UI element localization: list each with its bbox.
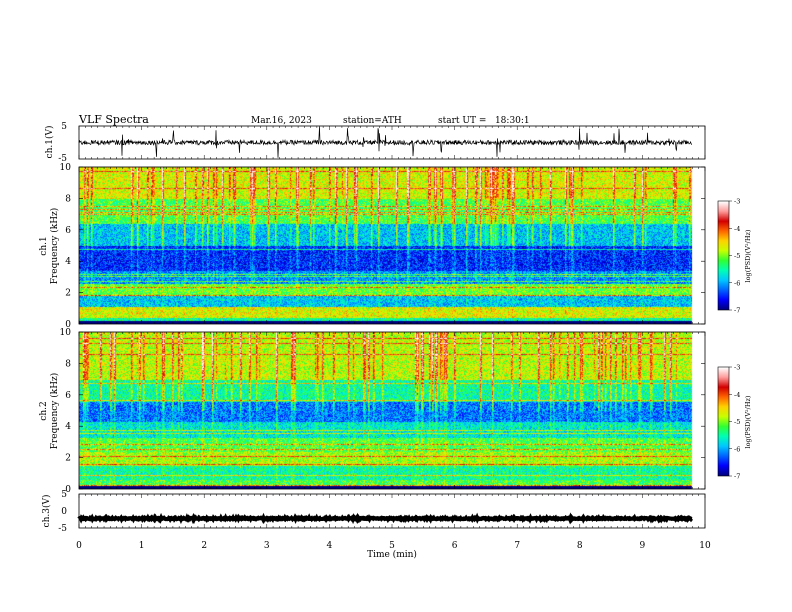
ch2-frequency-ticks: 0 2 4 6 8 10	[60, 328, 705, 495]
ch3-ytick-top: 5	[61, 490, 67, 500]
ch2-frequency-tick-label: 4	[65, 422, 71, 432]
time-tick-label: 4	[327, 541, 333, 551]
ch2-colorbar-ticks: -3 -4 -5 -6 -7	[729, 364, 740, 481]
ch1-frequency-axis-label: Frequency (kHz)	[49, 208, 60, 285]
time-tick-label: 5	[389, 541, 395, 551]
ch1-spectrogram-channel-label: ch.1	[39, 236, 49, 255]
ch2-colorbar-label: log(PSD)(V²/Hz)	[744, 395, 752, 448]
start-time-label: start UT = 18:30:1	[438, 116, 530, 126]
ch2-spectrogram-image	[79, 332, 705, 489]
ch1-ytick-top: 5	[61, 122, 67, 132]
ch2-colorbar-tick-label: -4	[734, 391, 740, 399]
ch1-colorbar-tick-label: -5	[734, 252, 740, 260]
time-tick-label: 8	[577, 541, 583, 551]
date-label: Mar.16, 2023	[251, 116, 312, 126]
ch1-frequency-tick-label: 2	[65, 289, 71, 299]
time-tick-label: 2	[201, 541, 207, 551]
ch1-colorbar	[718, 201, 729, 310]
ch1-frequency-tick-label: 6	[65, 226, 71, 236]
time-axis-tick-labels: 0 1 2 3 4 5 6 7 8 9 10	[76, 541, 711, 551]
ch2-frequency-axis-label: Frequency (kHz)	[49, 373, 60, 450]
ch1-frequency-ticks: 0 2 4 6 8 10	[60, 163, 705, 330]
ch2-frequency-tick-label: 0	[65, 485, 71, 495]
ch1-waveform-ylabel: ch.1(V)	[44, 126, 55, 159]
ch1-colorbar-ticks: -3 -4 -5 -6 -7	[729, 198, 740, 315]
ch1-spectrogram-xticks	[78, 167, 706, 324]
ch2-colorbar-tick-label: -3	[734, 364, 740, 372]
ch1-frequency-tick-label: 4	[65, 257, 71, 267]
ch1-ytick-bottom: -5	[58, 154, 67, 164]
ch1-waveform-xticks	[78, 126, 706, 159]
time-tick-label: 3	[264, 541, 270, 551]
figure-title: VLF Spectra	[78, 113, 149, 126]
ch2-frequency-tick-label: 6	[65, 391, 71, 401]
ch1-colorbar-tick-label: -3	[734, 198, 740, 206]
ch1-colorbar-tick-label: -4	[734, 225, 740, 233]
ch2-colorbar-tick-label: -7	[734, 473, 740, 481]
ch1-frequency-tick-label: 0	[65, 320, 71, 330]
ch1-spectrogram-image	[79, 167, 705, 324]
ch2-frequency-tick-label: 10	[60, 328, 72, 338]
ch2-colorbar-tick-label: -6	[734, 445, 740, 453]
time-tick-label: 9	[640, 541, 646, 551]
ch3-ytick-bottom: -5	[58, 524, 67, 534]
time-tick-label: 7	[514, 541, 520, 551]
ch3-ytick-middle: 0	[61, 507, 67, 517]
ch1-waveform-frame	[78, 125, 706, 160]
ch3-waveform-panel: 5 0 -5 ch.3(V)	[41, 490, 706, 534]
ch2-spectrogram-xticks	[78, 332, 706, 489]
ch2-colorbar	[718, 367, 729, 476]
time-tick-label: 1	[139, 541, 145, 551]
time-tick-label: 6	[452, 541, 458, 551]
ch1-frequency-tick-label: 10	[60, 163, 72, 173]
ch3-waveform-frame	[78, 493, 706, 529]
time-tick-label: 0	[76, 541, 82, 551]
ch3-waveform-trace	[77, 512, 694, 525]
ch2-colorbar-tick-label: -5	[734, 418, 740, 426]
ch1-colorbar-label: log(PSD)(V²/Hz)	[744, 229, 752, 282]
ch2-frequency-tick-label: 2	[65, 454, 71, 464]
ch2-frequency-tick-label: 8	[65, 359, 71, 369]
time-axis-label: Time (min)	[367, 549, 417, 560]
ch1-waveform-trace	[78, 126, 693, 158]
ch3-waveform-ylabel: ch.3(V)	[41, 495, 52, 528]
ch1-frequency-tick-label: 8	[65, 194, 71, 204]
time-tick-label: 10	[699, 541, 711, 551]
ch2-spectrogram-channel-label: ch.2	[39, 401, 49, 420]
ch3-waveform-xticks	[78, 494, 706, 528]
station-label: station=ATH	[343, 116, 402, 126]
ch1-colorbar-tick-label: -7	[734, 307, 740, 315]
ch1-colorbar-tick-label: -6	[734, 279, 740, 287]
ch1-waveform-panel: 5 -5 ch.1(V)	[44, 122, 706, 164]
